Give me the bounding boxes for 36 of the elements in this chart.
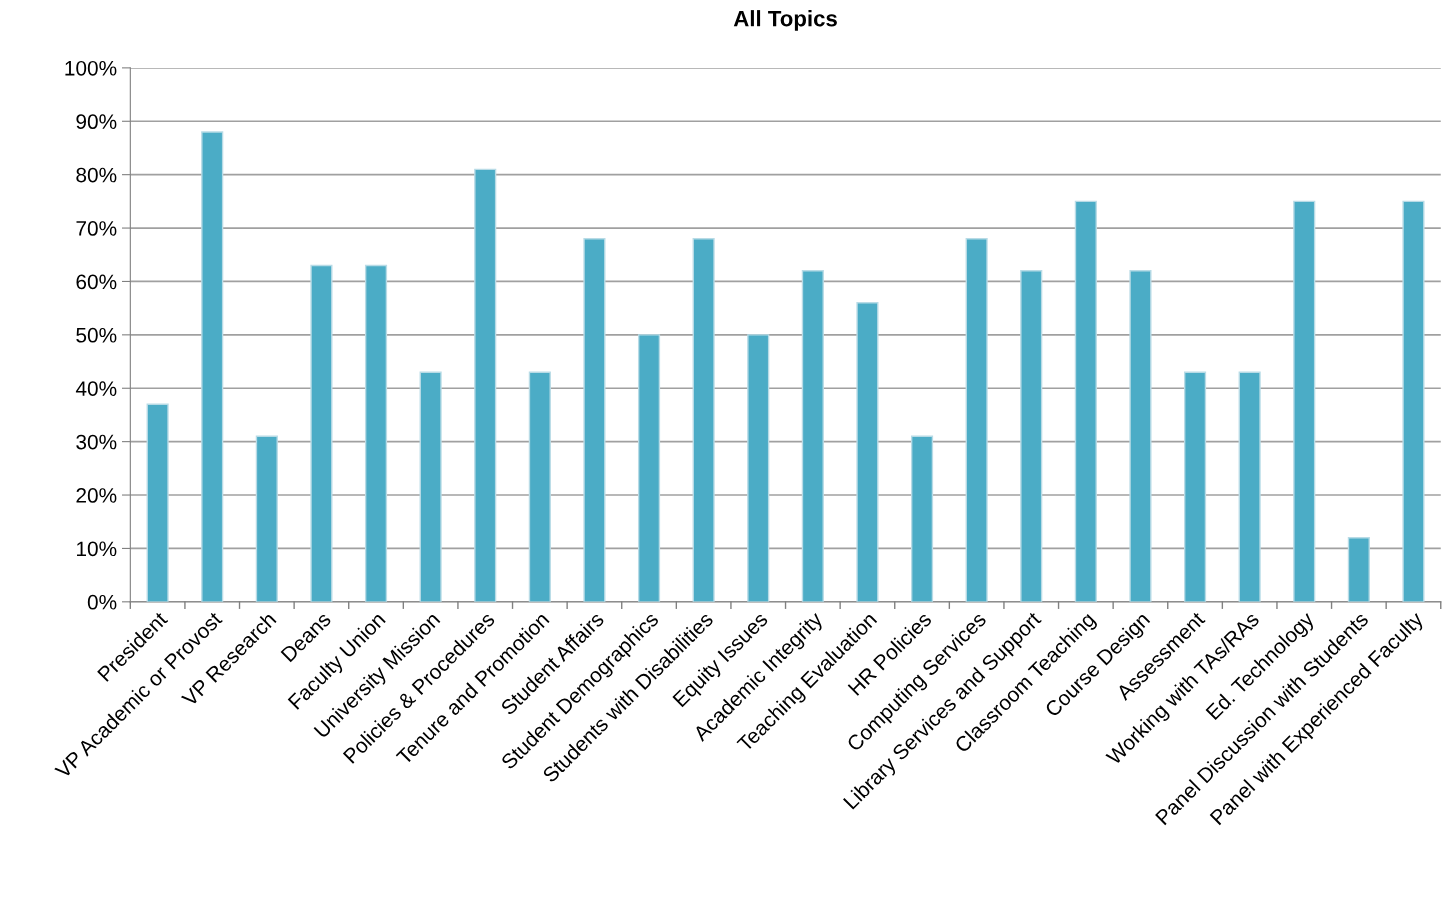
y-tick-label: 30% xyxy=(76,434,117,450)
y-tick-label: 0% xyxy=(87,594,117,610)
bar xyxy=(1074,200,1097,602)
bar xyxy=(364,264,388,602)
bar xyxy=(637,334,661,602)
y-tick-label: 100% xyxy=(65,60,117,76)
bar xyxy=(528,371,551,602)
bar xyxy=(419,371,442,602)
bar xyxy=(856,302,879,602)
bar xyxy=(474,168,497,602)
bar xyxy=(1020,270,1043,602)
bar xyxy=(1347,537,1370,602)
y-tick-label: 10% xyxy=(77,541,117,557)
y-tick-label: 80% xyxy=(76,167,117,183)
bar xyxy=(1402,200,1425,602)
bar xyxy=(1293,200,1316,602)
y-tick-label: 90% xyxy=(76,114,117,130)
bar xyxy=(255,435,278,602)
bar xyxy=(910,435,934,602)
y-tick-label: 20% xyxy=(76,488,117,503)
chart-title: All Topics xyxy=(733,10,837,31)
bar xyxy=(965,238,988,602)
bar xyxy=(1183,371,1207,602)
bar xyxy=(747,334,770,602)
y-tick-label: 70% xyxy=(76,221,117,236)
y-tick-label: 60% xyxy=(76,274,117,290)
bar xyxy=(692,238,715,602)
bar xyxy=(146,403,169,602)
bar xyxy=(1238,371,1261,602)
y-tick-label: 40% xyxy=(75,381,117,396)
bar xyxy=(583,238,606,602)
y-tick-label: 50% xyxy=(76,327,117,343)
bar xyxy=(201,131,224,602)
bar xyxy=(801,270,824,602)
bar xyxy=(310,264,333,602)
bar xyxy=(1129,270,1152,602)
